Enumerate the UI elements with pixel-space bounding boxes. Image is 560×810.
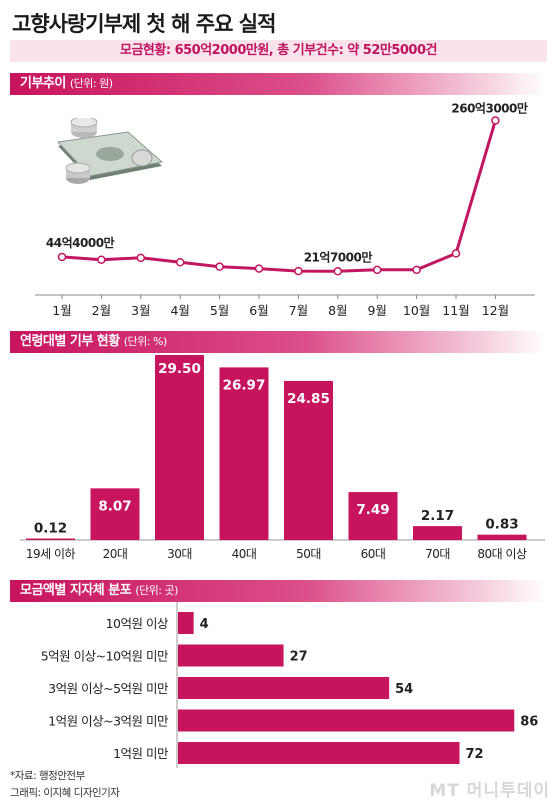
data-label: 21억7000만 — [304, 249, 373, 264]
x-tick-label: 80대 이상 — [477, 547, 527, 561]
x-tick-label: 4월 — [170, 303, 189, 318]
bar-value-label: 86 — [520, 715, 538, 730]
section-header-trend: 기부추이 (단위: 원) — [10, 73, 547, 95]
x-tick-label: 2월 — [92, 303, 111, 318]
credit-text: 그래픽: 이지혜 디자인기자 — [10, 787, 120, 799]
money-coins-icon — [56, 118, 164, 184]
bar-value-label: 0.83 — [485, 517, 518, 533]
data-point — [136, 253, 146, 263]
bar-value-label: 2.17 — [421, 508, 454, 524]
x-tick-label: 60대 — [361, 547, 386, 561]
hbar-chart-region-distribution: 4 10억원 이상 27 5억원 이상~10억원 미만 54 3억원 이상~5억원 미만 8… — [41, 602, 538, 768]
bar — [178, 709, 515, 732]
watermark-logo: MT 머니투데이 — [429, 781, 550, 801]
x-tick-label: 11월 — [442, 303, 469, 318]
data-point — [57, 252, 67, 262]
bar-value-label: 26.97 — [223, 377, 266, 393]
source-note: *자료: 행정안전부 그래픽: 이지혜 디자인기자 — [10, 768, 120, 802]
bar-value-label: 7.49 — [356, 502, 389, 518]
data-point — [254, 264, 264, 273]
series-line — [61, 120, 497, 273]
page-title: 고향사랑기부제 첫 해 주요 실적 — [12, 12, 276, 36]
bar — [413, 526, 462, 540]
bar — [477, 534, 527, 540]
bar-value-label: 4 — [200, 617, 209, 632]
data-point — [491, 116, 500, 125]
section-unit: (단위: 곳) — [135, 584, 178, 597]
data-point — [333, 267, 343, 276]
bar-value-label: 24.85 — [287, 391, 330, 407]
data-point — [175, 257, 185, 267]
data-label: 260억3000만 — [451, 100, 527, 115]
bar — [178, 612, 194, 634]
data-point — [97, 255, 106, 264]
x-tick-label: 50대 — [296, 547, 321, 561]
bar — [284, 380, 333, 540]
data-point — [215, 262, 224, 271]
bar — [348, 492, 398, 540]
line-chart-monthly-donations: 1월 2월 3월 4월 5월 6월 7월 8월 9월 10월 11월 12월 44억4000만 21억70… — [35, 100, 535, 318]
x-tick-label: 5월 — [210, 303, 229, 318]
bar — [178, 677, 390, 699]
section-label: 모금액별 지자체 분포 — [20, 583, 132, 598]
data-point — [294, 266, 303, 276]
section-header-age: 연령대별 기부 현황 (단위: %) — [10, 331, 547, 353]
bar — [90, 488, 140, 540]
bar-value-label: 0.12 — [34, 521, 67, 537]
bar-value-label: 27 — [290, 650, 308, 665]
y-tick-label: 3억원 이상~5억원 미만 — [48, 681, 169, 696]
bar — [155, 355, 204, 540]
data-point — [372, 265, 382, 275]
bar — [178, 742, 460, 764]
bar-chart-age-groups: 0.12 19세 이하 8.07 20대 29.50 30대 26.97 40대 24.85 50… — [20, 355, 545, 561]
x-tick-label: 6월 — [249, 303, 268, 318]
y-tick-label: 10억원 이상 — [106, 616, 169, 631]
bar-value-label: 29.50 — [158, 361, 201, 377]
bar-value-label: 54 — [395, 682, 413, 697]
bar — [26, 538, 75, 540]
x-tick-label: 40대 — [232, 547, 257, 561]
bar-value-label: 72 — [466, 747, 484, 762]
x-tick-label: 20대 — [103, 547, 128, 561]
x-tick-label: 9월 — [367, 303, 386, 318]
source-text: *자료: 행정안전부 — [10, 770, 85, 782]
bar — [219, 367, 269, 540]
section-unit: (단위: %) — [123, 335, 167, 348]
summary-banner: 모금현황: 650억2000만원, 총 기부건수: 약 52만5000건 — [10, 40, 547, 62]
bar — [178, 644, 284, 667]
x-tick-label: 7월 — [289, 303, 308, 318]
data-label: 44억4000만 — [46, 235, 115, 250]
data-point — [451, 249, 461, 258]
x-tick-label: 10월 — [403, 303, 430, 318]
section-header-dist: 모금액별 지자체 분포 (단위: 곳) — [10, 580, 547, 602]
y-tick-label: 1억원 미만 — [113, 746, 169, 761]
y-tick-label: 1억원 이상~3억원 미만 — [48, 714, 169, 729]
section-label: 기부추이 — [20, 76, 66, 91]
data-point — [412, 265, 421, 275]
x-tick-label: 3월 — [131, 303, 150, 318]
x-tick-label: 70대 — [425, 547, 450, 561]
section-unit: (단위: 원) — [69, 77, 113, 90]
y-tick-label: 5억원 이상~10억원 미만 — [41, 649, 169, 664]
x-tick-label: 8월 — [328, 303, 347, 318]
x-tick-label: 1월 — [52, 303, 71, 318]
x-tick-label: 19세 이하 — [26, 547, 76, 561]
x-tick-label: 30대 — [167, 547, 192, 561]
section-label: 연령대별 기부 현황 — [20, 334, 120, 349]
x-tick-label: 12월 — [482, 303, 509, 318]
bar-value-label: 8.07 — [98, 498, 131, 514]
